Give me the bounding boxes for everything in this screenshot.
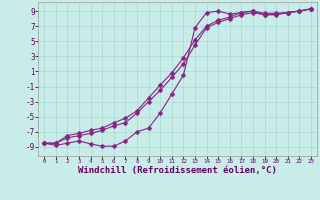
- X-axis label: Windchill (Refroidissement éolien,°C): Windchill (Refroidissement éolien,°C): [78, 166, 277, 175]
